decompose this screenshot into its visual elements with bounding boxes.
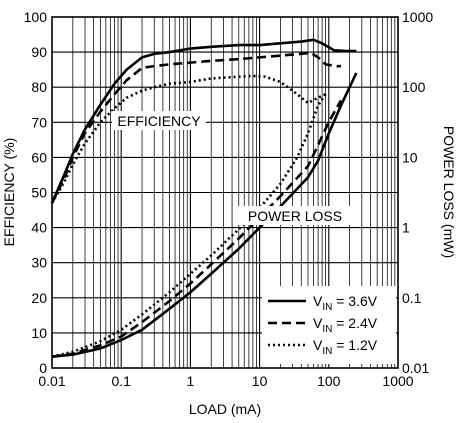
tick-labels: 0.01 0.1 1 10 100 100001020304050607080901000…: [24, 9, 434, 389]
y-axis-right-title: POWER LOSS (mW): [441, 126, 457, 258]
power-loss-label-group: POWER LOSS: [238, 206, 352, 225]
y-right-tick-label: 100: [402, 79, 426, 95]
x-axis-title: LOAD (mA): [189, 401, 261, 417]
y-axis-left-title: EFFICIENCY (%): [1, 138, 17, 247]
efficiency-annotation: EFFICIENCY: [117, 113, 201, 129]
efficiency-label-group: EFFICIENCY: [112, 111, 206, 130]
y-left-tick-label: 50: [31, 185, 47, 201]
series-line-loss-3.6v: [51, 72, 358, 358]
y-left-tick-label: 20: [31, 290, 47, 306]
x-tick-label: 0.1: [111, 373, 131, 389]
series-line-loss-2.4v: [51, 99, 343, 358]
y-left-tick-label: 30: [31, 255, 47, 271]
series-group: [50, 38, 358, 358]
series-line-eff-1.2v: [50, 74, 327, 204]
power-loss-label-bg: [238, 206, 352, 225]
y-left-tick-label: 80: [31, 79, 47, 95]
y-left-tick-label: 40: [31, 220, 47, 236]
x-tick-label: 1: [187, 373, 195, 389]
power-loss-annotation: POWER LOSS: [248, 208, 342, 224]
y-left-tick-label: 90: [31, 44, 47, 60]
legend-label: VIN = 3.6V: [313, 293, 378, 313]
y-right-tick-label: 0.01: [402, 360, 429, 376]
y-right-tick-label: 10: [402, 149, 418, 165]
x-tick-label: 10: [252, 373, 268, 389]
y-left-tick-label: 100: [24, 9, 48, 25]
y-left-tick-label: 60: [31, 149, 47, 165]
y-right-tick-label: 0.1: [402, 290, 422, 306]
y-left-tick-label: 70: [31, 114, 47, 130]
legend-label: VIN = 2.4V: [313, 315, 378, 335]
series-line-eff-3.6v: [50, 38, 357, 204]
plot-frame: [51, 16, 399, 369]
y-right-tick-label: 1000: [402, 9, 433, 25]
efficiency-label-bg: [112, 111, 206, 130]
series-line-eff-2.4v: [50, 51, 341, 204]
x-tick-label: 100: [317, 373, 341, 389]
y-right-tick-label: 1: [402, 220, 410, 236]
series-line-loss-1.2v: [51, 93, 327, 358]
legend-label: VIN = 1.2V: [313, 337, 378, 357]
x-tick-label: 0.01: [38, 373, 65, 389]
y-left-tick-label: 0: [39, 360, 47, 376]
x-tick-label: 1000: [382, 373, 413, 389]
legend-background: [262, 286, 396, 364]
y-left-tick-label: 10: [31, 325, 47, 341]
